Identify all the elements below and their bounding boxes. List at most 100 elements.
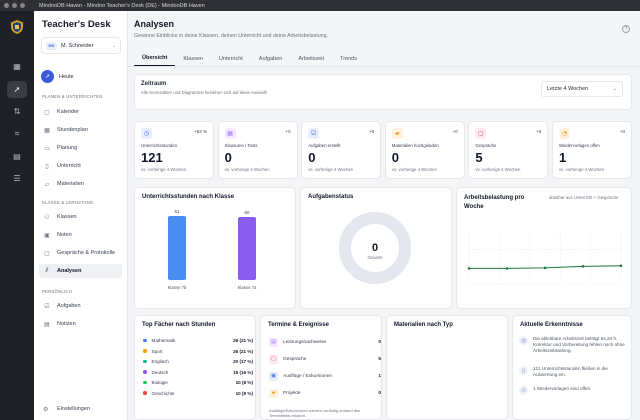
sort-icon[interactable]: ⇅ — [13, 107, 21, 116]
grade-icon: ▣ — [44, 231, 50, 239]
section-label-planen: PLANEN & UNTERRICHTEN — [42, 94, 103, 99]
grid-icon[interactable]: ▦ — [13, 62, 21, 71]
sidebar-item-label: Materialien — [57, 181, 84, 187]
sidebar-item-materialien[interactable]: ▱ Materialien — [39, 177, 122, 191]
main-content: Analysen Gewinne Einblicke in deine Klas… — [128, 11, 640, 420]
list-item: ▢ Gespräche 5 — [269, 353, 381, 365]
bar-chart: 61 Klasse 7b 60 Klasse 7a — [168, 209, 257, 290]
data-point[interactable] — [467, 267, 471, 270]
check-icon: ☑ — [308, 128, 320, 139]
event-value: 1 — [378, 373, 381, 379]
tab-aufgaben[interactable]: Aufgaben — [258, 55, 283, 62]
scan-icon[interactable]: ⌗ — [14, 128, 20, 138]
stat-label: Materialien hochgeladen — [391, 143, 439, 148]
folder-icon: ▱ — [44, 180, 50, 188]
tab-uebersicht[interactable]: Übersicht — [134, 51, 176, 66]
sliders-icon[interactable]: ☰ — [13, 174, 21, 183]
sidebar-item-unterricht[interactable]: ▯ Unterricht — [39, 159, 122, 173]
brand-title: Teacher's Desk — [42, 19, 111, 30]
list-item: ⚇ 1 Wiedervorlagen sind offen. — [519, 386, 629, 395]
insight-text: Die ableitbare Arbeitszeit beträgt 84.20… — [533, 336, 625, 353]
tab-unterricht[interactable]: Unterricht — [218, 55, 243, 62]
sidebar-item-klassen[interactable]: ⚇ Klassen — [39, 210, 122, 224]
page-subtitle: Gewinne Einblicke in deine Klassen, dein… — [134, 33, 329, 39]
sidebar-item-label: Noten — [57, 232, 72, 238]
stat-delta: +0 — [285, 129, 291, 134]
subject-label: Englisch — [151, 359, 169, 364]
line-chart — [467, 231, 623, 285]
sidebar-item-label: Klassen — [57, 214, 77, 220]
sidebar-item-noten[interactable]: ▣ Noten — [39, 228, 122, 242]
stat-value: 0 — [391, 150, 400, 165]
tab-klassen[interactable]: Klassen — [183, 55, 203, 62]
list-item: ◷ Die ableitbare Arbeitszeit beträgt 84.… — [519, 336, 629, 354]
subject-value: 19 (16 %) — [233, 369, 253, 375]
bullet-icon — [143, 380, 147, 385]
sidebar-item-stundenplan[interactable]: ▦ Stundenplan — [39, 123, 122, 137]
bar[interactable] — [168, 216, 186, 280]
sidebar-item-planung[interactable]: ▭ Planung — [39, 141, 122, 155]
calendar-icon: ▢ — [44, 108, 50, 116]
zeitraum-select[interactable]: Letzte 4 Wochen ⌄ — [541, 81, 623, 97]
sidebar-item-analysen[interactable]: ⫽ Analysen — [39, 264, 122, 278]
stat-comparison: vs. vorherige 4 Wochen — [391, 167, 437, 172]
stat-value: 0 — [308, 150, 316, 165]
insights-card: Aktuelle Erkenntnisse ◷ Die ableitbare A… — [512, 315, 632, 420]
chevron-down-icon: ⌄ — [612, 86, 617, 92]
calendar-icon[interactable]: ▤ — [13, 152, 21, 161]
close-window-button[interactable] — [4, 3, 9, 8]
bar-value-label: 60 — [244, 210, 250, 215]
data-point[interactable] — [505, 267, 509, 270]
data-point[interactable] — [581, 265, 585, 268]
sidebar-item-kalender[interactable]: ▢ Kalender — [39, 105, 122, 119]
stat-comparison: vs. vorherige 4 Wochen — [224, 167, 270, 172]
user-name: M. Schneider — [61, 42, 94, 49]
data-point[interactable] — [543, 266, 547, 270]
event-value: 0 — [378, 339, 381, 345]
sidebar-item-aufgaben[interactable]: ☑ Aufgaben — [39, 299, 122, 313]
list-item: Sport 26 (21 %) — [143, 347, 253, 356]
sidebar-item-label: Notizen — [57, 321, 76, 327]
chat-icon: ▢ — [475, 128, 487, 139]
stat-value: 0 — [224, 150, 232, 165]
event-value: 5 — [378, 356, 381, 362]
stat-value: 5 — [475, 150, 483, 165]
stat-label: Aufgaben erstellt — [308, 143, 341, 148]
stat-card: ▰ +0 Materialien hochgeladen 0 vs. vorhe… — [384, 121, 465, 179]
tab-bar: Übersicht Klassen Unterricht Aufgaben Ar… — [134, 51, 365, 66]
stat-comparison: vs. vorherige 4 Wochen — [475, 167, 521, 172]
materials-card: Materialien nach Typ — [386, 315, 508, 420]
insight-text: 121 Unterrichtsstunden fließen in die Au… — [533, 366, 608, 377]
list-item: Biologie 10 (8 %) — [143, 378, 253, 387]
help-icon[interactable]: ? — [622, 25, 630, 33]
chat-icon: ▢ — [269, 354, 278, 364]
minimize-window-button[interactable] — [12, 3, 17, 8]
rocket-icon[interactable]: ➚ — [7, 81, 27, 98]
tab-trends[interactable]: Trends — [340, 55, 357, 62]
folder-icon: ▰ — [269, 388, 278, 398]
sidebar-item-einstellungen[interactable]: ⚙ Einstellungen — [39, 402, 122, 416]
bar[interactable] — [238, 217, 256, 280]
event-value: 0 — [378, 390, 381, 396]
donut-center-label: Gesamt — [367, 255, 383, 260]
donut-center-value: 0 — [372, 242, 378, 254]
list-item: Geschichte 10 (8 %) — [143, 389, 253, 398]
sidebar-item-gespraeche[interactable]: ▢ Gespräche & Protokolle — [39, 246, 122, 260]
task-status-card: Aufgabenstatus 0 Gesamt — [300, 187, 452, 309]
user-switcher[interactable]: MS M. Schneider ⌄ — [41, 37, 121, 54]
data-point[interactable] — [619, 264, 623, 268]
list-item: Mathematik 26 (21 %) — [143, 336, 253, 345]
sidebar-item-notizen[interactable]: ▤ Notizen — [39, 317, 122, 331]
bullet-icon — [143, 338, 147, 343]
hours-by-class-card: Unterrichtsstunden nach Klasse 61 Klasse … — [134, 187, 296, 309]
subject-value: 26 (21 %) — [233, 348, 253, 354]
sidebar-item-heute[interactable]: ➚ Heute — [41, 69, 121, 84]
tab-arbeitszeit[interactable]: Arbeitszeit — [298, 55, 325, 62]
sidebar-item-label: Stundenplan — [57, 127, 88, 133]
stat-delta: +0 — [452, 129, 458, 134]
category-label: Klasse 7b — [168, 285, 187, 290]
maximize-window-button[interactable] — [20, 3, 25, 8]
stat-delta: +83 % — [194, 129, 207, 134]
title-bar: MindooDB Haven - Mindoo Teacher's Desk (… — [0, 0, 640, 11]
